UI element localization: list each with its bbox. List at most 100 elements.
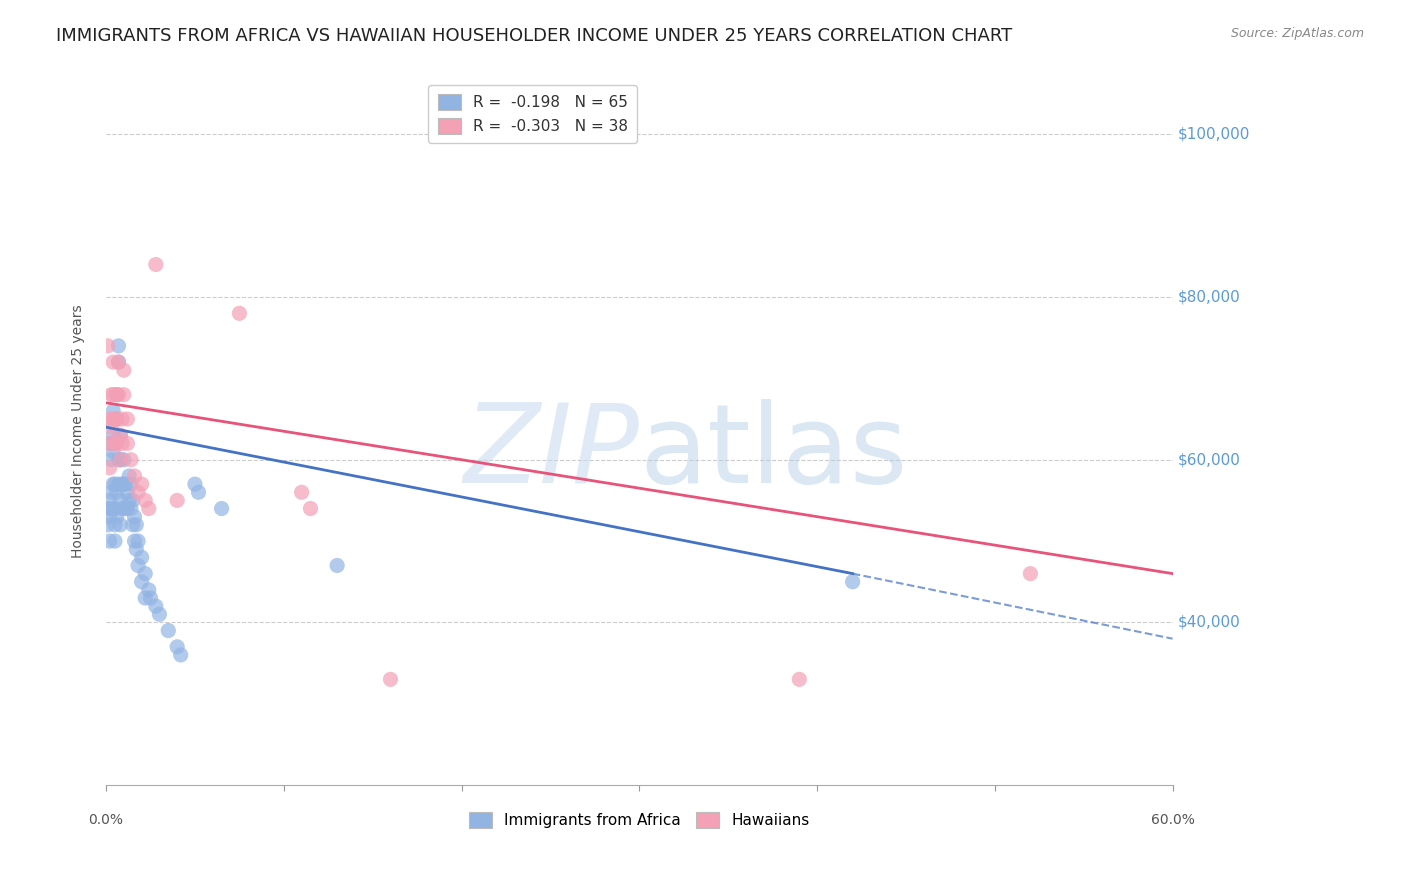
Point xyxy=(110,493,132,508)
Point xyxy=(107,355,129,369)
Point xyxy=(125,517,148,532)
Point xyxy=(228,306,250,320)
Point xyxy=(98,509,121,524)
Point xyxy=(841,574,863,589)
Point xyxy=(104,436,127,450)
Point xyxy=(118,469,141,483)
Point xyxy=(111,436,134,450)
Point xyxy=(105,412,128,426)
Point xyxy=(110,517,132,532)
Point xyxy=(100,452,122,467)
Text: $100,000: $100,000 xyxy=(1178,127,1250,142)
Point xyxy=(112,363,135,377)
Point xyxy=(157,624,180,638)
Point xyxy=(114,501,136,516)
Point xyxy=(98,412,121,426)
Point xyxy=(117,436,139,450)
Point xyxy=(120,477,142,491)
Point xyxy=(105,387,128,401)
Point xyxy=(131,574,153,589)
Point xyxy=(114,477,136,491)
Point xyxy=(787,673,810,687)
Point xyxy=(326,558,349,573)
Point xyxy=(120,501,142,516)
Point xyxy=(124,469,146,483)
Point xyxy=(105,387,128,401)
Point xyxy=(107,339,129,353)
Point xyxy=(103,477,125,491)
Point xyxy=(104,501,127,516)
Point xyxy=(124,534,146,549)
Point xyxy=(98,461,121,475)
Point xyxy=(111,501,134,516)
Text: $80,000: $80,000 xyxy=(1178,290,1240,304)
Point xyxy=(138,501,160,516)
Point xyxy=(291,485,314,500)
Point xyxy=(103,404,125,418)
Point xyxy=(131,550,153,565)
Text: $60,000: $60,000 xyxy=(1178,452,1240,467)
Point xyxy=(125,542,148,557)
Point xyxy=(103,444,125,458)
Point xyxy=(107,387,129,401)
Point xyxy=(104,517,127,532)
Point xyxy=(105,509,128,524)
Point xyxy=(98,534,121,549)
Point xyxy=(145,599,167,614)
Point xyxy=(105,412,128,426)
Point xyxy=(117,412,139,426)
Point xyxy=(104,477,127,491)
Point xyxy=(117,501,139,516)
Point xyxy=(103,355,125,369)
Point xyxy=(103,428,125,442)
Text: ZIP: ZIP xyxy=(464,399,640,506)
Text: 0.0%: 0.0% xyxy=(89,813,124,827)
Point xyxy=(107,477,129,491)
Point xyxy=(127,558,149,573)
Point xyxy=(138,582,160,597)
Point xyxy=(118,493,141,508)
Text: atlas: atlas xyxy=(640,399,908,506)
Point xyxy=(134,591,156,605)
Text: Source: ZipAtlas.com: Source: ZipAtlas.com xyxy=(1230,27,1364,40)
Point xyxy=(299,501,322,516)
Legend: Immigrants from Africa, Hawaiians: Immigrants from Africa, Hawaiians xyxy=(463,805,815,834)
Text: $40,000: $40,000 xyxy=(1178,615,1240,630)
Point xyxy=(166,640,188,654)
Point xyxy=(127,534,149,549)
Point xyxy=(184,477,207,491)
Point xyxy=(103,412,125,426)
Point xyxy=(105,485,128,500)
Point xyxy=(120,452,142,467)
Point xyxy=(187,485,209,500)
Point xyxy=(107,452,129,467)
Point xyxy=(104,534,127,549)
Point xyxy=(97,517,120,532)
Point xyxy=(145,258,167,272)
Point xyxy=(104,412,127,426)
Point xyxy=(134,566,156,581)
Point xyxy=(1019,566,1042,581)
Point xyxy=(100,436,122,450)
Point xyxy=(127,485,149,500)
Point xyxy=(110,428,132,442)
Point xyxy=(98,493,121,508)
Point xyxy=(170,648,193,662)
Point xyxy=(117,485,139,500)
Point xyxy=(105,436,128,450)
Point xyxy=(124,509,146,524)
Point xyxy=(111,412,134,426)
Point xyxy=(148,607,170,622)
Point xyxy=(97,339,120,353)
Point xyxy=(112,477,135,491)
Point xyxy=(110,452,132,467)
Text: 60.0%: 60.0% xyxy=(1150,813,1195,827)
Point xyxy=(111,477,134,491)
Point xyxy=(112,387,135,401)
Point xyxy=(131,477,153,491)
Y-axis label: Householder Income Under 25 years: Householder Income Under 25 years xyxy=(72,304,86,558)
Point xyxy=(100,420,122,434)
Point xyxy=(107,355,129,369)
Point xyxy=(380,673,402,687)
Point xyxy=(110,428,132,442)
